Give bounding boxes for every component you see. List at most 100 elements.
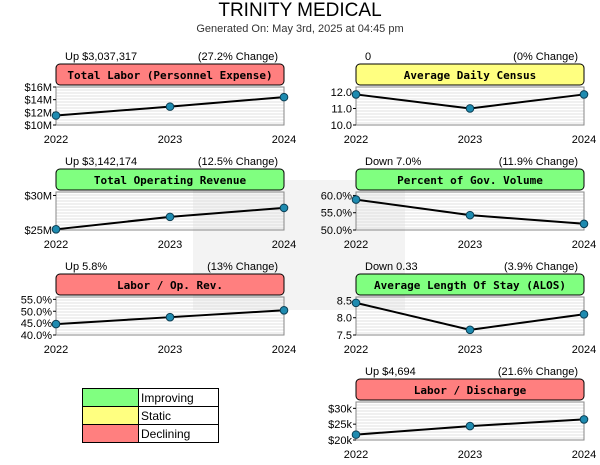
y-tick-label: $30M <box>24 190 52 202</box>
title-banner <box>355 378 585 401</box>
x-tick-label: 2023 <box>458 239 482 251</box>
legend-item-declining: Declining <box>82 424 219 443</box>
legend-label-improving: Improving <box>138 388 219 407</box>
chart-3: Up $3,142,174 (12.5% Change) Total Operati… <box>24 156 296 251</box>
change-label: Up $4,694 <box>365 366 416 378</box>
title-banner <box>55 273 285 296</box>
legend: Improving Static Declining <box>82 388 219 443</box>
page-title: TRINITY MEDICAL <box>218 0 382 21</box>
data-point <box>51 225 61 234</box>
percent-change-label: (12.5% Change) <box>198 156 278 168</box>
x-tick-label: 2023 <box>458 449 482 461</box>
data-point <box>165 212 175 222</box>
data-point <box>279 203 289 213</box>
plot-area <box>355 191 585 231</box>
percent-change-label: (0% Change) <box>513 51 578 63</box>
legend-item-improving: Improving <box>82 388 219 407</box>
y-tick-label: 50.0% <box>321 225 352 237</box>
y-tick-label: 11.0 <box>331 103 352 115</box>
plot-area <box>55 86 285 126</box>
data-point <box>579 309 589 319</box>
change-label: Up $3,142,174 <box>65 156 137 168</box>
data-point <box>465 210 475 220</box>
chart-2: 0 (0% Change) Average Daily Census 10.0 11.0… <box>331 51 597 146</box>
data-point <box>279 306 289 315</box>
chart-title: Average Daily Census <box>404 69 536 82</box>
chart-title: Percent of Gov. Volume <box>397 174 543 187</box>
x-tick-label: 2023 <box>158 134 182 146</box>
y-tick-label: 55.0% <box>21 294 52 306</box>
x-tick-label: 2024 <box>572 344 596 356</box>
change-label: Down 7.0% <box>365 156 421 168</box>
legend-swatch-improving <box>82 388 139 407</box>
x-tick-label: 2022 <box>344 134 368 146</box>
data-point <box>351 195 361 204</box>
change-label: Up 5.8% <box>65 261 107 273</box>
percent-change-label: (13% Change) <box>207 261 278 273</box>
title-banner <box>55 63 285 86</box>
legend-swatch-declining <box>82 424 139 443</box>
percent-change-label: (3.9% Change) <box>504 261 578 273</box>
x-tick-label: 2023 <box>458 344 482 356</box>
y-tick-label: 10.0 <box>331 120 352 132</box>
legend-label-declining: Declining <box>138 424 219 443</box>
chart-title: Average Length Of Stay (ALOS) <box>374 279 566 292</box>
change-label: 0 <box>365 51 371 63</box>
y-tick-label: 7.5 <box>337 330 352 342</box>
x-tick-label: 2022 <box>44 239 68 251</box>
data-point <box>351 90 361 99</box>
y-tick-label: $20k <box>328 435 352 447</box>
page-subtitle: Generated On: May 3rd, 2025 at 04:45 pm <box>196 23 404 35</box>
chart-title: Labor / Op. Rev. <box>117 279 223 292</box>
y-tick-label: 40.0% <box>21 330 52 342</box>
y-tick-label: $10M <box>24 120 52 132</box>
x-tick-label: 2022 <box>344 239 368 251</box>
y-tick-label: $25M <box>24 225 52 237</box>
data-point <box>579 415 589 424</box>
legend-label-static: Static <box>138 406 219 425</box>
percent-change-label: (21.6% Change) <box>498 366 578 378</box>
chart-5: Up 5.8% (13% Change) Labor / Op. Rev. 40.0%… <box>21 261 296 356</box>
chart-6: Down 0.33 (3.9% Change) Average Length Of … <box>337 261 597 356</box>
title-banner <box>355 63 585 86</box>
data-point <box>579 90 589 99</box>
data-point <box>279 92 289 102</box>
x-tick-label: 2022 <box>344 344 368 356</box>
data-point <box>465 104 475 113</box>
y-tick-label: 8.5 <box>337 295 352 307</box>
legend-item-static: Static <box>82 406 219 425</box>
chart-title: Total Labor (Personnel Expense) <box>67 69 272 82</box>
change-label: Up $3,037,317 <box>65 51 137 63</box>
x-tick-label: 2022 <box>344 449 368 461</box>
x-tick-label: 2024 <box>272 239 296 251</box>
chart-4: Down 7.0% (11.9% Change) Percent of Gov. V… <box>321 156 596 251</box>
x-tick-label: 2023 <box>458 134 482 146</box>
legend-swatch-static <box>82 406 139 425</box>
chart-7: Up $4,694 (21.6% Change) Labor / Discharge… <box>328 366 596 461</box>
data-point <box>579 219 589 229</box>
y-tick-label: 55.0% <box>321 208 352 220</box>
data-point <box>51 111 61 120</box>
y-tick-label: 45.0% <box>21 318 52 330</box>
data-point <box>465 325 475 335</box>
data-point <box>351 430 361 439</box>
x-tick-label: 2024 <box>272 134 296 146</box>
y-tick-label: $30k <box>328 403 352 415</box>
x-tick-label: 2024 <box>572 239 596 251</box>
y-tick-label: $25k <box>328 419 352 431</box>
chart-title: Labor / Discharge <box>414 384 527 397</box>
y-tick-label: $14M <box>24 95 52 107</box>
data-point <box>465 421 475 431</box>
percent-change-label: (27.2% Change) <box>198 51 278 63</box>
y-tick-label: 60.0% <box>321 190 352 202</box>
y-tick-label: $12M <box>24 107 52 119</box>
change-label: Down 0.33 <box>365 261 418 273</box>
x-tick-label: 2024 <box>272 344 296 356</box>
chart-title: Total Operating Revenue <box>94 174 247 187</box>
x-tick-label: 2024 <box>572 449 596 461</box>
x-tick-label: 2022 <box>44 344 68 356</box>
data-point <box>165 312 175 322</box>
x-tick-label: 2022 <box>44 134 68 146</box>
plot-area <box>55 296 285 336</box>
